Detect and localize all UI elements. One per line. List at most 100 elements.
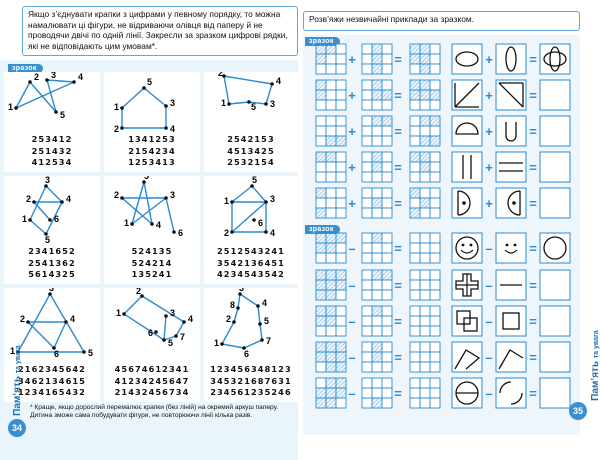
grid-cell[interactable]: [361, 315, 373, 327]
grid-cell[interactable]: [361, 125, 373, 137]
grid-cell[interactable]: [381, 341, 393, 353]
grid-cell[interactable]: [361, 305, 373, 317]
grid-cell[interactable]: [419, 315, 431, 327]
grid-cell[interactable]: [419, 63, 431, 75]
number-row[interactable]: 524135: [131, 246, 173, 256]
grid-cell[interactable]: [335, 397, 347, 409]
grid-cell[interactable]: [361, 135, 373, 147]
grid-cell[interactable]: [361, 361, 373, 373]
grid-cell[interactable]: [419, 289, 431, 301]
grid-cell[interactable]: [325, 161, 337, 173]
grid-cell[interactable]: [409, 242, 421, 254]
grid-cell[interactable]: [409, 351, 421, 363]
grid-cell[interactable]: [409, 43, 421, 55]
grid-cell[interactable]: [429, 232, 441, 244]
grid-cell[interactable]: [429, 79, 441, 91]
grid-cell[interactable]: [315, 289, 327, 301]
grid-cell[interactable]: [409, 289, 421, 301]
grid-cell[interactable]: [419, 197, 431, 209]
grid-cell[interactable]: [315, 361, 327, 373]
grid-cell[interactable]: [361, 53, 373, 65]
grid-cell[interactable]: [325, 135, 337, 147]
grid-cell[interactable]: [429, 315, 441, 327]
grid-cell[interactable]: [409, 151, 421, 163]
grid-cell[interactable]: [381, 161, 393, 173]
grid-cell[interactable]: [409, 341, 421, 353]
grid-cell[interactable]: [335, 115, 347, 127]
grid-cell[interactable]: [371, 279, 383, 291]
grid-cell[interactable]: [361, 289, 373, 301]
grid-cell[interactable]: [371, 397, 383, 409]
number-row[interactable]: 524214: [131, 257, 173, 268]
grid-cell[interactable]: [409, 187, 421, 199]
grid-cell[interactable]: [429, 161, 441, 173]
grid-cell[interactable]: [315, 197, 327, 209]
number-row[interactable]: 4513425: [227, 145, 275, 156]
grid-cell[interactable]: [409, 315, 421, 327]
grid-cell[interactable]: [361, 341, 373, 353]
grid-cell[interactable]: [381, 171, 393, 183]
grid-cell[interactable]: [315, 341, 327, 353]
grid-cell[interactable]: [315, 125, 327, 137]
grid-cell[interactable]: [381, 89, 393, 101]
grid-cell[interactable]: [335, 161, 347, 173]
grid-cell[interactable]: [429, 252, 441, 264]
grid-cell[interactable]: [361, 89, 373, 101]
grid-cell[interactable]: [409, 135, 421, 147]
grid-cell[interactable]: [325, 252, 337, 264]
grid-cell[interactable]: [429, 89, 441, 101]
grid-cell[interactable]: [335, 63, 347, 75]
grid-cell[interactable]: [335, 197, 347, 209]
grid-cell[interactable]: [429, 269, 441, 281]
grid-cell[interactable]: [419, 387, 431, 399]
number-row[interactable]: 21432456734: [114, 387, 190, 397]
grid-cell[interactable]: [409, 161, 421, 173]
grid-cell[interactable]: [419, 53, 431, 65]
grid-cell[interactable]: [419, 252, 431, 264]
grid-cell[interactable]: [325, 79, 337, 91]
grid-cell[interactable]: [361, 115, 373, 127]
grid-cell[interactable]: [335, 207, 347, 219]
number-row[interactable]: 1253413: [128, 157, 176, 167]
grid-cell[interactable]: [381, 63, 393, 75]
grid-cell[interactable]: [361, 397, 373, 409]
grid-cell[interactable]: [361, 232, 373, 244]
grid-cell[interactable]: [381, 377, 393, 389]
grid-cell[interactable]: [335, 242, 347, 254]
grid-cell[interactable]: [325, 115, 337, 127]
grid-cell[interactable]: [315, 351, 327, 363]
answer-box[interactable]: [539, 341, 571, 373]
answer-box[interactable]: [539, 115, 571, 147]
grid-cell[interactable]: [371, 351, 383, 363]
grid-cell[interactable]: [335, 171, 347, 183]
grid-cell[interactable]: [361, 351, 373, 363]
number-row[interactable]: 1234165432: [18, 387, 86, 397]
grid-cell[interactable]: [409, 232, 421, 244]
grid-cell[interactable]: [371, 341, 383, 353]
grid-cell[interactable]: [381, 242, 393, 254]
grid-cell[interactable]: [335, 252, 347, 264]
grid-cell[interactable]: [361, 151, 373, 163]
grid-cell[interactable]: [419, 125, 431, 137]
grid-cell[interactable]: [409, 325, 421, 337]
grid-cell[interactable]: [315, 187, 327, 199]
number-row[interactable]: 135241: [131, 269, 173, 279]
number-row[interactable]: 3462134615: [18, 375, 86, 386]
grid-cell[interactable]: [419, 305, 431, 317]
grid-cell[interactable]: [381, 151, 393, 163]
grid-cell[interactable]: [419, 341, 431, 353]
grid-cell[interactable]: [325, 315, 337, 327]
number-row[interactable]: 2154234: [128, 145, 176, 156]
grid-cell[interactable]: [429, 361, 441, 373]
grid-cell[interactable]: [381, 351, 393, 363]
grid-cell[interactable]: [381, 79, 393, 91]
number-row[interactable]: 234561235246: [210, 387, 292, 397]
grid-cell[interactable]: [325, 171, 337, 183]
grid-cell[interactable]: [429, 351, 441, 363]
grid-cell[interactable]: [371, 197, 383, 209]
grid-cell[interactable]: [335, 305, 347, 317]
grid-cell[interactable]: [361, 279, 373, 291]
grid-cell[interactable]: [371, 99, 383, 111]
grid-cell[interactable]: [419, 232, 431, 244]
grid-cell[interactable]: [381, 361, 393, 373]
